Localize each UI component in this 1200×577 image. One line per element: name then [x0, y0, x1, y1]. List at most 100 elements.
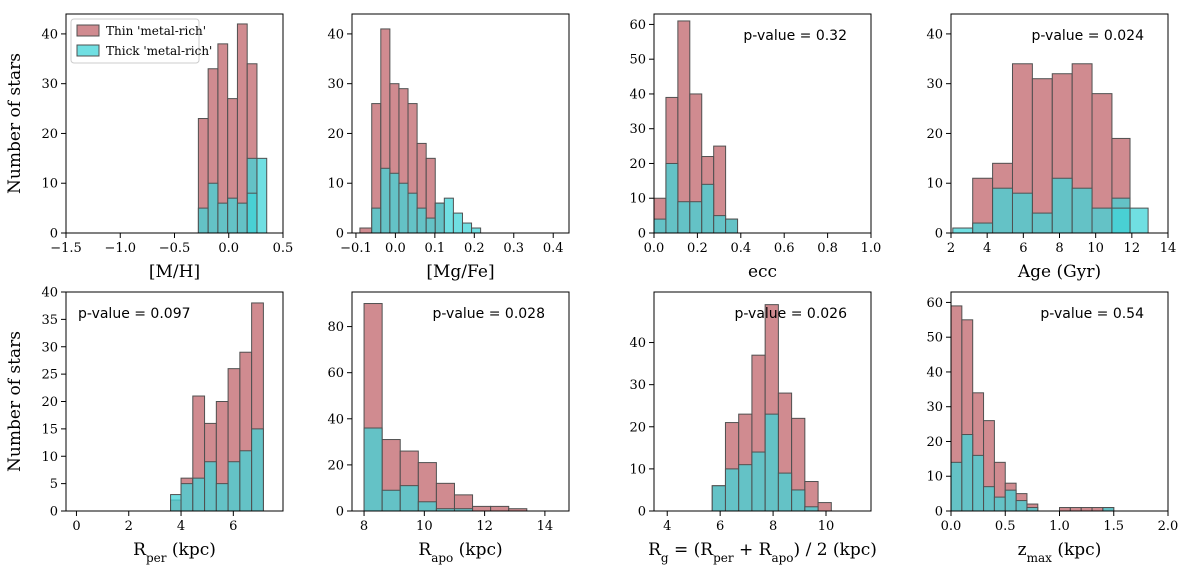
- thick-bar: [1051, 177, 1073, 234]
- y-tick-label: 40: [41, 27, 58, 42]
- y-tick-label: 20: [41, 127, 58, 142]
- y-tick-label: 40: [41, 286, 58, 301]
- y-tick-label: 30: [41, 340, 58, 355]
- x-tick-label: 2: [125, 519, 133, 534]
- thick-bar: [256, 157, 268, 234]
- thick-bar: [371, 207, 382, 234]
- thick-bar: [992, 187, 1013, 234]
- x-tick-label: 8: [360, 519, 368, 534]
- thick-bar: [170, 494, 182, 512]
- x-tick-label: 1.5: [1103, 519, 1124, 534]
- x-tick-label: 0.0: [941, 519, 962, 534]
- x-tick-label: −1.5: [50, 241, 82, 256]
- thick-bar: [751, 451, 766, 512]
- x-tick-label: 0.5: [995, 519, 1016, 534]
- y-tick-label: 40: [327, 412, 344, 427]
- y-tick-label: 40: [629, 336, 646, 351]
- plot-frame: [351, 13, 570, 234]
- thick-bar: [227, 461, 241, 512]
- y-tick-label: 15: [41, 422, 58, 437]
- thin-bar: [1069, 507, 1082, 512]
- x-axis-label: ecc: [748, 262, 777, 282]
- y-tick-label: 0: [336, 227, 344, 242]
- thick-bar: [711, 485, 726, 512]
- x-tick-label: 10: [416, 519, 433, 534]
- thick-bar: [197, 207, 209, 234]
- x-axis-label: Rper (kpc): [133, 540, 216, 565]
- x-tick-label: 0.4: [730, 241, 751, 256]
- x-tick-label: 6: [229, 519, 237, 534]
- y-tick-label: 0: [638, 505, 646, 520]
- thick-bar: [434, 202, 445, 234]
- y-tick-label: 10: [629, 192, 646, 207]
- thick-bar: [665, 162, 679, 234]
- y-tick-label: 40: [926, 27, 943, 42]
- y-tick-label: 0: [935, 227, 943, 242]
- thick-bar: [1031, 212, 1053, 234]
- x-tick-label: 0.0: [644, 241, 665, 256]
- p-value-annotation: p-value = 0.097: [78, 306, 191, 322]
- thick-bar: [363, 427, 383, 512]
- y-tick-label: 30: [926, 400, 943, 415]
- y-tick-label: 80: [327, 320, 344, 335]
- y-tick-label: 5: [50, 477, 58, 492]
- thick-bar: [389, 172, 400, 234]
- plot-frame: [653, 291, 872, 512]
- legend: Thin 'metal-rich' Thick 'metal-rich': [70, 18, 212, 64]
- thin-bar: [435, 482, 455, 512]
- thick-bar: [180, 483, 194, 512]
- x-tick-label: 0.2: [464, 241, 485, 256]
- x-tick-label: −0.1: [340, 241, 372, 256]
- y-tick-label: 10: [629, 462, 646, 477]
- thick-bar: [417, 501, 437, 512]
- p-value-annotation: p-value = 0.026: [734, 306, 847, 322]
- thick-bar: [952, 227, 974, 234]
- thick-bar: [227, 197, 238, 234]
- thick-bar: [236, 202, 248, 234]
- thin-bar: [472, 505, 492, 512]
- thick-bar: [381, 489, 401, 512]
- y-tick-label: 20: [327, 127, 344, 142]
- p-value-annotation: p-value = 0.54: [1040, 306, 1144, 322]
- thick-bar: [689, 201, 703, 234]
- thick-bar: [1129, 207, 1149, 234]
- thick-bar: [972, 222, 994, 234]
- thick-bar: [239, 450, 253, 512]
- y-tick-label: 30: [327, 77, 344, 92]
- x-tick-label: 0.1: [425, 241, 446, 256]
- y-tick-label: 25: [41, 368, 58, 383]
- thick-bar: [1102, 507, 1115, 512]
- x-tick-label: 4: [177, 519, 185, 534]
- x-tick-label: 4: [663, 519, 671, 534]
- thick-bar: [380, 167, 391, 234]
- x-tick-label: 14: [537, 519, 554, 534]
- x-axis-label: Age (Gyr): [1017, 262, 1101, 282]
- x-tick-label: 0.2: [687, 241, 708, 256]
- thick-bar: [804, 506, 819, 512]
- x-tick-label: 0.0: [218, 241, 239, 256]
- thick-bar: [1026, 507, 1039, 512]
- thick-bar: [791, 489, 806, 512]
- thin-bar: [236, 23, 248, 234]
- x-tick-label: 14: [1160, 241, 1177, 256]
- thick-bar: [950, 461, 963, 512]
- y-tick-label: 20: [629, 420, 646, 435]
- thin-bar: [1080, 507, 1093, 512]
- thick-bar: [764, 413, 779, 512]
- thick-bar: [204, 461, 217, 512]
- thick-bar: [725, 218, 739, 234]
- x-tick-label: 2: [947, 241, 955, 256]
- thick-bar: [425, 217, 436, 234]
- y-tick-label: 0: [50, 227, 58, 242]
- thick-bar: [1091, 207, 1113, 234]
- x-tick-label: 12: [1124, 241, 1141, 256]
- x-tick-label: 8: [769, 519, 777, 534]
- histogram-panel-2: −0.1 0.0 0.1 0.2 0.3 0.4 0 10 20 30 40 [Mg/Fe]: [327, 13, 570, 282]
- thick-bar: [1004, 489, 1017, 512]
- thick-bar: [677, 201, 691, 234]
- thick-bar: [738, 464, 753, 512]
- legend-label-thick: Thick 'metal-rich': [106, 44, 212, 58]
- y-tick-label: 10: [41, 450, 58, 465]
- x-tick-label: 0.0: [385, 241, 406, 256]
- thin-bar: [1091, 507, 1104, 512]
